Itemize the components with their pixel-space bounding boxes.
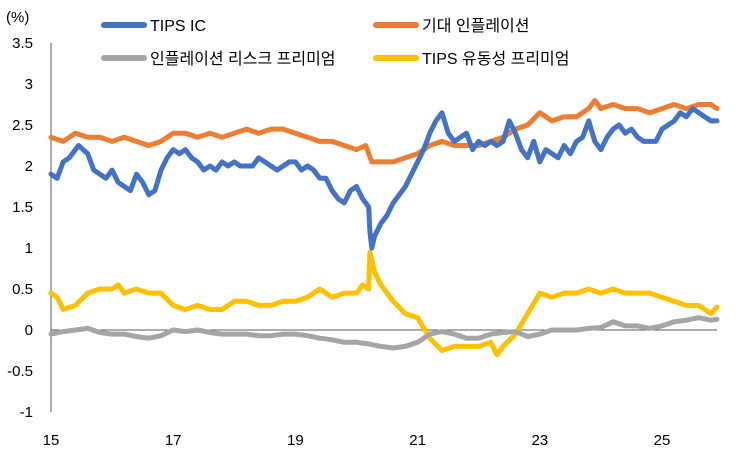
legend-label-0: TIPS IC	[150, 18, 206, 35]
y-tick-label: 1.5	[12, 199, 33, 216]
legend-label-2: 인플레이션 리스크 프리미엄	[150, 50, 336, 68]
x-tick-label: 15	[43, 432, 60, 449]
y-tick-label: 2.5	[12, 117, 33, 134]
unit-label: (%)	[6, 9, 29, 26]
y-tick-label: -0.5	[7, 363, 33, 380]
y-tick-label: -1	[20, 404, 33, 421]
y-tick-label: 3.5	[12, 35, 33, 52]
legend-label-3: TIPS 유동성 프리미엄	[422, 50, 570, 68]
x-tick-label: 17	[165, 432, 182, 449]
y-tick-label: 0.5	[12, 281, 33, 298]
y-tick-label: 0	[25, 322, 33, 339]
legend-label-1: 기대 인플레이션	[422, 17, 530, 35]
series-line-3	[48, 249, 720, 358]
x-tick-label: 21	[409, 432, 426, 449]
y-tick-label: 3	[25, 76, 33, 93]
series-line-2	[48, 315, 720, 351]
x-tick-label: 19	[287, 432, 304, 449]
series-line-0	[48, 106, 720, 251]
series-lines	[48, 97, 720, 358]
y-tick-label: 2	[25, 158, 33, 175]
x-tick-label: 25	[654, 432, 671, 449]
y-tick-label: 1	[25, 240, 33, 257]
x-tick-label: 23	[531, 432, 548, 449]
y-axis-ticks: 3.5 3 2.5 2 1.5 1 0.5 0 -0.5 -1	[7, 35, 33, 421]
x-axis-ticks: 15 17 19 21 23 25	[43, 432, 671, 449]
series-line-1	[48, 97, 720, 165]
